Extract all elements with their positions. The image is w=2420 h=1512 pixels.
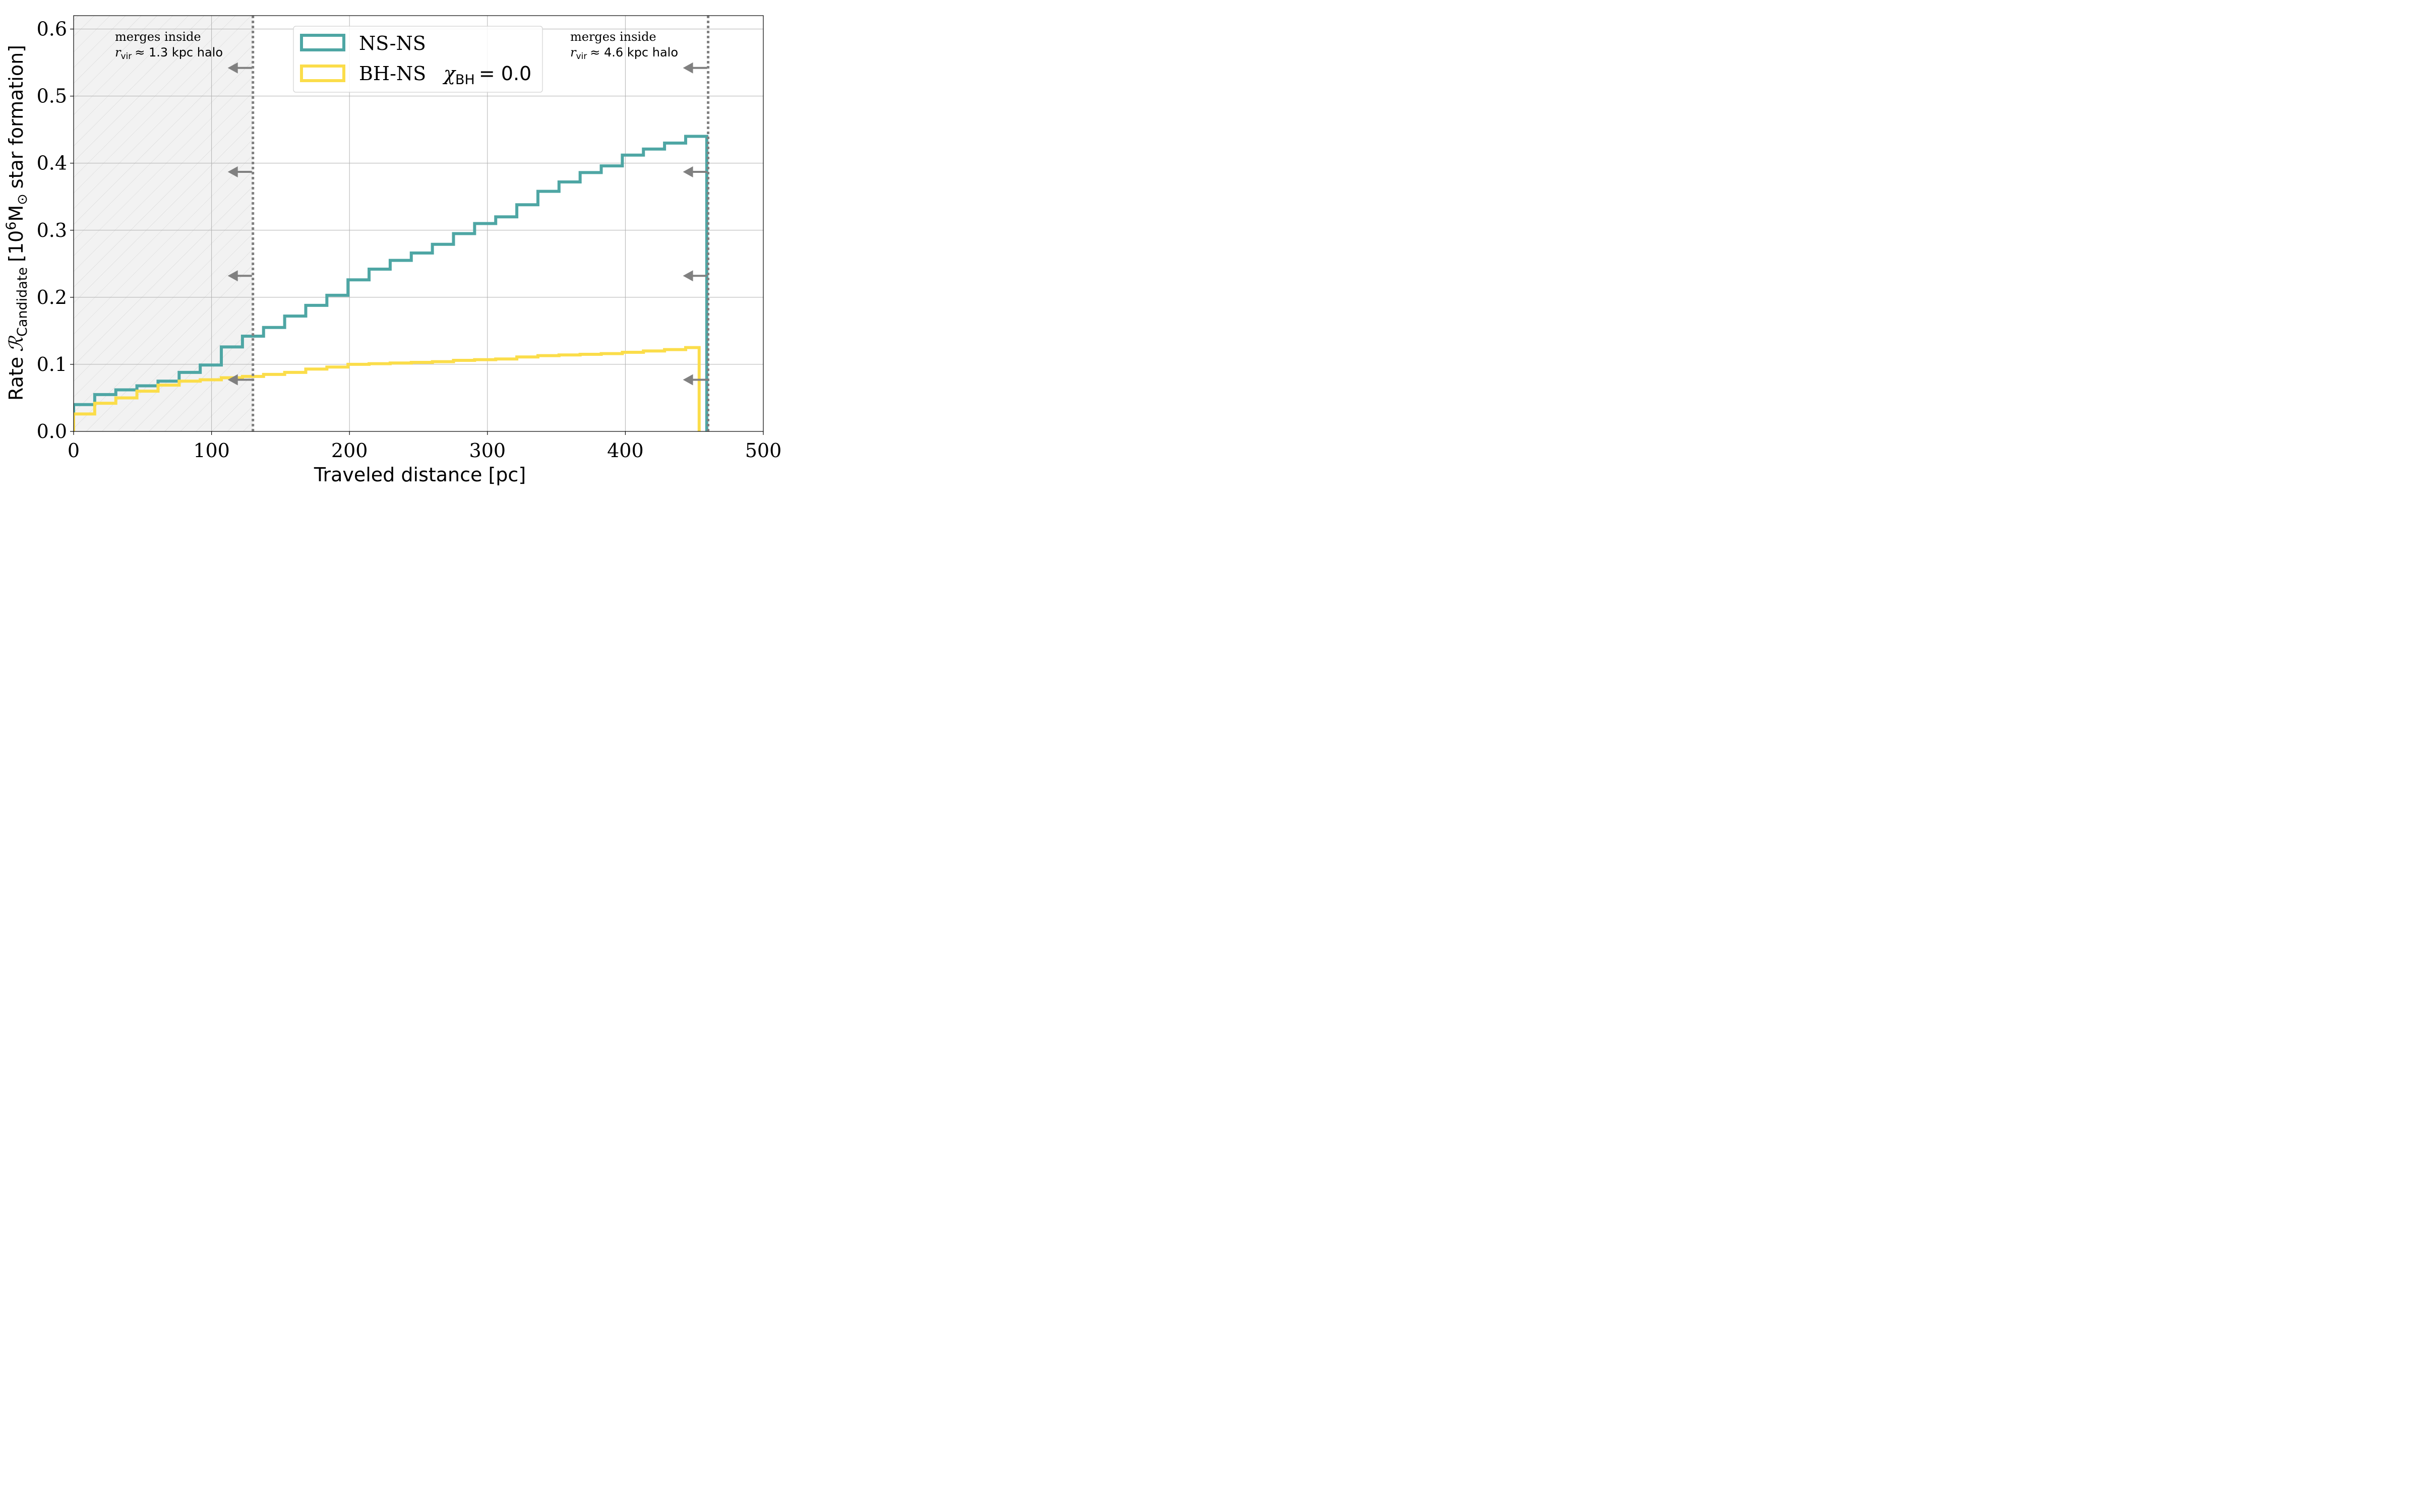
x-tick-label-0: 0 bbox=[68, 439, 80, 462]
shaded-region-hatch bbox=[74, 16, 253, 431]
y-tick-label-3: 0.3 bbox=[37, 219, 67, 241]
y-label-symbol-sub: Candidate bbox=[15, 267, 30, 337]
x-tick-label-3: 300 bbox=[469, 439, 506, 462]
shaded-region-layer bbox=[74, 16, 253, 431]
x-tick-label-1: 100 bbox=[193, 439, 230, 462]
arrow-head-1-0 bbox=[683, 62, 693, 74]
arrow-head-0-3 bbox=[227, 374, 238, 386]
chart-figure: 0 100 200 300 400 500 0.0 0.1 0.2 0.3 0.4 0.5 0.6 me… bbox=[4, 15, 782, 486]
annotation-right-r-sub: vir bbox=[576, 51, 587, 61]
arrow-head-0-2 bbox=[227, 270, 238, 282]
legend-frame bbox=[293, 26, 543, 93]
y-label-mass-sub: ⊙ bbox=[15, 194, 30, 205]
legend-chi-bh: χBH = 0.0 bbox=[442, 62, 531, 88]
arrows-layer bbox=[227, 62, 707, 386]
y-label-suffix: star formation] bbox=[5, 45, 27, 188]
plot-frame bbox=[73, 15, 764, 432]
legend-chi-sub: BH bbox=[455, 72, 475, 88]
legend-swatch-bh-ns bbox=[300, 65, 345, 82]
y-label-prefix: Rate bbox=[5, 357, 27, 401]
y-tick-label-5: 0.5 bbox=[37, 85, 67, 107]
annotation-right-r: r bbox=[570, 45, 577, 59]
arrow-head-0-0 bbox=[227, 62, 238, 74]
y-label-bracket: [10 bbox=[5, 230, 27, 262]
annotation-right-line2: rvir ≈ 4.6 kpc halo bbox=[570, 45, 678, 61]
legend: NS-NS BH-NS χBH = 0.0 bbox=[293, 26, 543, 93]
annotation-left-line2: rvir ≈ 1.3 kpc halo bbox=[115, 45, 223, 61]
annotation-left-approx: ≈ 1.3 kpc halo bbox=[135, 45, 223, 59]
y-label-symbol: ℛ bbox=[5, 335, 27, 352]
x-axis-label: Traveled distance [pc] bbox=[314, 464, 526, 486]
arrow-head-1-3 bbox=[683, 374, 693, 386]
y-tick-label-0: 0.0 bbox=[37, 420, 67, 443]
legend-label-bh-ns: BH-NS bbox=[359, 62, 426, 85]
y-tick-label-1: 0.1 bbox=[37, 353, 67, 375]
annotation-right-line1: merges inside bbox=[570, 30, 656, 44]
annotation-left-r-sub: vir bbox=[120, 51, 132, 61]
series-layer bbox=[74, 135, 708, 431]
annotation-right-approx: ≈ 4.6 kpc halo bbox=[590, 45, 678, 59]
x-tick-label-5: 500 bbox=[745, 439, 782, 462]
annotation-left-r: r bbox=[115, 45, 122, 59]
y-label-power: 6 bbox=[4, 222, 19, 230]
legend-chi-value: = 0.0 bbox=[479, 62, 531, 85]
legend-label-ns-ns: NS-NS bbox=[359, 32, 426, 54]
series-line-bh-ns bbox=[74, 346, 701, 431]
ticks-layer: 0 100 200 300 400 500 0.0 0.1 0.2 0.3 0.4 0.5 0.6 bbox=[37, 18, 782, 462]
x-tick-label-4: 400 bbox=[607, 439, 644, 462]
legend-swatch-ns-ns bbox=[300, 34, 345, 51]
y-label-mass: M bbox=[5, 205, 27, 222]
y-tick-label-4: 0.4 bbox=[37, 152, 67, 174]
y-tick-label-2: 0.2 bbox=[37, 286, 67, 308]
arrow-head-1-2 bbox=[683, 270, 693, 282]
legend-chi-symbol: χ bbox=[442, 62, 456, 85]
arrow-head-0-1 bbox=[227, 166, 238, 178]
y-axis-label: Rate ℛCandidate [106M⊙ star formation] bbox=[4, 45, 30, 401]
vertical-lines-layer bbox=[252, 16, 710, 431]
arrow-head-1-1 bbox=[683, 166, 693, 178]
y-tick-label-6: 0.6 bbox=[37, 18, 67, 40]
x-tick-label-2: 200 bbox=[331, 439, 368, 462]
annotation-left-line1: merges inside bbox=[115, 30, 201, 44]
